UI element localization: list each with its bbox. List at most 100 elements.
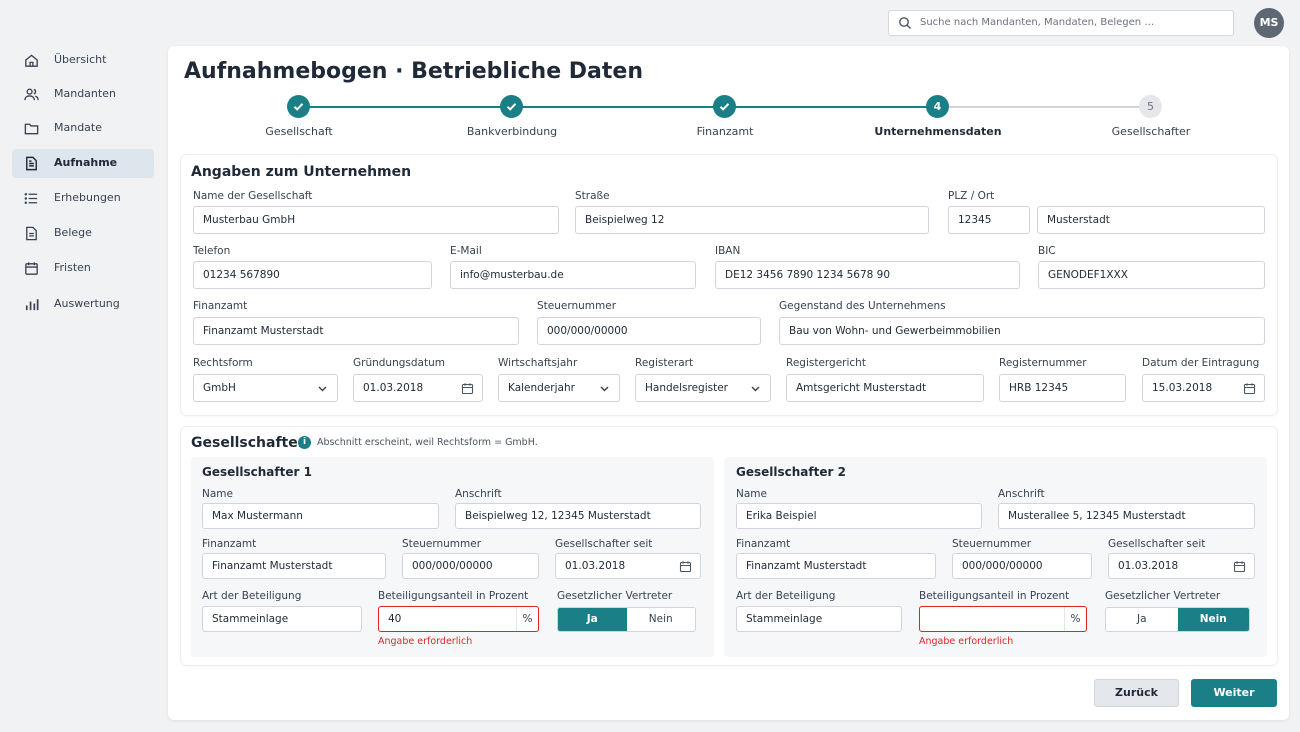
step-1-check[interactable] — [287, 95, 310, 118]
home-icon — [25, 54, 38, 67]
percent-suffix: % — [1064, 607, 1086, 631]
sh2-name-field[interactable]: Erika Beispiel — [736, 503, 982, 529]
document-icon — [26, 156, 37, 171]
step-2-check[interactable] — [500, 95, 523, 118]
field-value: HRB 12345 — [1009, 382, 1069, 394]
sh2-art-field[interactable]: Stammeinlage — [736, 606, 902, 632]
calendar-icon[interactable] — [679, 560, 692, 573]
step-5-number[interactable]: 5 — [1139, 95, 1162, 118]
field-value: 01234 567890 — [203, 269, 280, 281]
steuernummer-label: Steuernummer — [537, 300, 617, 312]
avatar[interactable]: MS — [1254, 8, 1284, 38]
field-value: Erika Beispiel — [746, 510, 817, 522]
gegenstand-field[interactable]: Bau von Wohn- und Gewerbeimmobilien — [779, 317, 1265, 345]
step-3-check[interactable] — [713, 95, 736, 118]
field-value: 01.03.2018 — [1118, 560, 1179, 572]
sidebar-item-mandate[interactable]: Mandate — [12, 114, 154, 143]
sh2-anteil-field[interactable]: % — [919, 606, 1087, 632]
registernummer-field[interactable]: HRB 12345 — [999, 374, 1126, 402]
finanzamt-field[interactable]: Finanzamt Musterstadt — [193, 317, 519, 345]
sh1-vertreter-toggle[interactable]: Ja Nein — [557, 607, 696, 632]
rechtsform-select[interactable]: GmbH — [193, 374, 338, 402]
registergericht-field[interactable]: Amtsgericht Musterstadt — [786, 374, 984, 402]
sidebar-item-auswertung[interactable]: Auswertung — [12, 290, 154, 319]
sidebar-item-fristen[interactable]: Fristen — [12, 254, 154, 283]
steuernummer-field[interactable]: 000/000/00000 — [537, 317, 761, 345]
sh2-steuernummer-field[interactable]: 000/000/00000 — [952, 553, 1092, 579]
sh2-finanzamt-field[interactable]: Finanzamt Musterstadt — [736, 553, 936, 579]
sh1-finanzamt-field[interactable]: Finanzamt Musterstadt — [202, 553, 386, 579]
sh1-vertreter-yes[interactable]: Ja — [558, 608, 627, 631]
sh2-art-label: Art der Beteiligung — [736, 590, 836, 602]
sh1-name-label: Name — [202, 488, 233, 500]
calendar-icon[interactable] — [1233, 560, 1246, 573]
sh2-since-date-field[interactable]: 01.03.2018 — [1108, 553, 1255, 579]
step-4-label[interactable]: Unternehmensdaten — [874, 125, 1002, 138]
field-value: GENODEF1XXX — [1048, 269, 1128, 281]
search-placeholder: Suche nach Mandanten, Mandaten, Belegen … — [920, 17, 1155, 28]
iban-field[interactable]: DE12 3456 7890 1234 5678 90 — [715, 261, 1020, 289]
company-section-title: Angaben zum Unternehmen — [191, 164, 412, 180]
field-value: Beispielweg 12, 12345 Musterstadt — [465, 510, 651, 522]
sh2-anteil-error: Angabe erforderlich — [919, 636, 1014, 647]
ort-field[interactable]: Musterstadt — [1037, 206, 1265, 234]
field-value: 000/000/00000 — [962, 560, 1043, 572]
sh1-art-field[interactable]: Stammeinlage — [202, 606, 362, 632]
sh2-vertreter-yes[interactable]: Ja — [1136, 613, 1147, 625]
wirtschaftsjahr-select[interactable]: Kalenderjahr — [498, 374, 620, 402]
sidebar-item-belege[interactable]: Belege — [12, 219, 154, 248]
sidebar-item-aufnahme[interactable]: Aufnahme — [12, 149, 154, 178]
finanzamt-label: Finanzamt — [193, 300, 248, 312]
back-button[interactable]: Zurück — [1094, 679, 1179, 707]
field-value: Bau von Wohn- und Gewerbeimmobilien — [789, 325, 1001, 337]
sh1-name-field[interactable]: Max Mustermann — [202, 503, 439, 529]
sidebar-item-uebersicht[interactable]: Übersicht — [12, 46, 154, 75]
sh1-steuernummer-field[interactable]: 000/000/00000 — [402, 553, 539, 579]
shareholder-2-title: Gesellschafter 2 — [736, 465, 846, 479]
field-value: Finanzamt Musterstadt — [203, 325, 324, 337]
company-name-field[interactable]: Musterbau GmbH — [193, 206, 559, 234]
gruendung-date-field[interactable]: 01.03.2018 — [353, 374, 483, 402]
field-value: Finanzamt Musterstadt — [746, 560, 867, 572]
info-icon: i — [298, 436, 311, 449]
sidebar-item-mandanten[interactable]: Mandanten — [12, 80, 154, 109]
iban-label: IBAN — [715, 245, 741, 257]
field-value: 12345 — [958, 214, 992, 226]
calendar-icon[interactable] — [1243, 382, 1256, 395]
receipt-icon — [26, 226, 37, 241]
sh1-since-date-field[interactable]: 01.03.2018 — [555, 553, 701, 579]
eintragung-date-field[interactable]: 15.03.2018 — [1142, 374, 1265, 402]
plz-field[interactable]: 12345 — [948, 206, 1030, 234]
field-value: Kalenderjahr — [508, 382, 575, 394]
chevron-down-icon — [600, 386, 609, 392]
sh1-address-field[interactable]: Beispielweg 12, 12345 Musterstadt — [455, 503, 701, 529]
step-2-label[interactable]: Bankverbindung — [466, 125, 558, 138]
sh1-anteil-field[interactable]: 40 % — [378, 606, 539, 632]
registerart-select[interactable]: Handelsregister — [635, 374, 771, 402]
email-field[interactable]: info@musterbau.de — [450, 261, 696, 289]
calendar-icon[interactable] — [461, 382, 474, 395]
sh2-vertreter-no[interactable]: Nein — [1177, 608, 1249, 631]
field-value: 000/000/00000 — [412, 560, 493, 572]
search-input[interactable]: Suche nach Mandanten, Mandaten, Belegen … — [888, 10, 1234, 36]
chevron-down-icon — [318, 386, 327, 392]
step-3-label[interactable]: Finanzamt — [696, 125, 754, 138]
step-1-label[interactable]: Gesellschaft — [265, 125, 333, 138]
sidebar-item-label: Übersicht — [54, 53, 107, 66]
field-value: Beispielweg 12 — [585, 214, 665, 226]
wj-label: Wirtschaftsjahr — [498, 357, 578, 369]
sidebar-item-erhebungen[interactable]: Erhebungen — [12, 184, 154, 213]
users-icon — [24, 88, 39, 101]
step-5-label[interactable]: Gesellschafter — [1111, 125, 1191, 138]
sh1-vertreter-no[interactable]: Nein — [648, 613, 673, 625]
phone-field[interactable]: 01234 567890 — [193, 261, 432, 289]
street-field[interactable]: Beispielweg 12 — [575, 206, 929, 234]
folder-icon — [24, 123, 39, 135]
sh2-vertreter-toggle[interactable]: Ja Nein — [1105, 607, 1250, 632]
step-4-number[interactable]: 4 — [926, 95, 949, 118]
bic-field[interactable]: GENODEF1XXX — [1038, 261, 1265, 289]
sh2-address-field[interactable]: Musterallee 5, 12345 Musterstadt — [998, 503, 1255, 529]
sidebar-item-label: Belege — [54, 226, 92, 239]
registerart-label: Registerart — [635, 357, 694, 369]
next-button[interactable]: Weiter — [1191, 679, 1277, 707]
